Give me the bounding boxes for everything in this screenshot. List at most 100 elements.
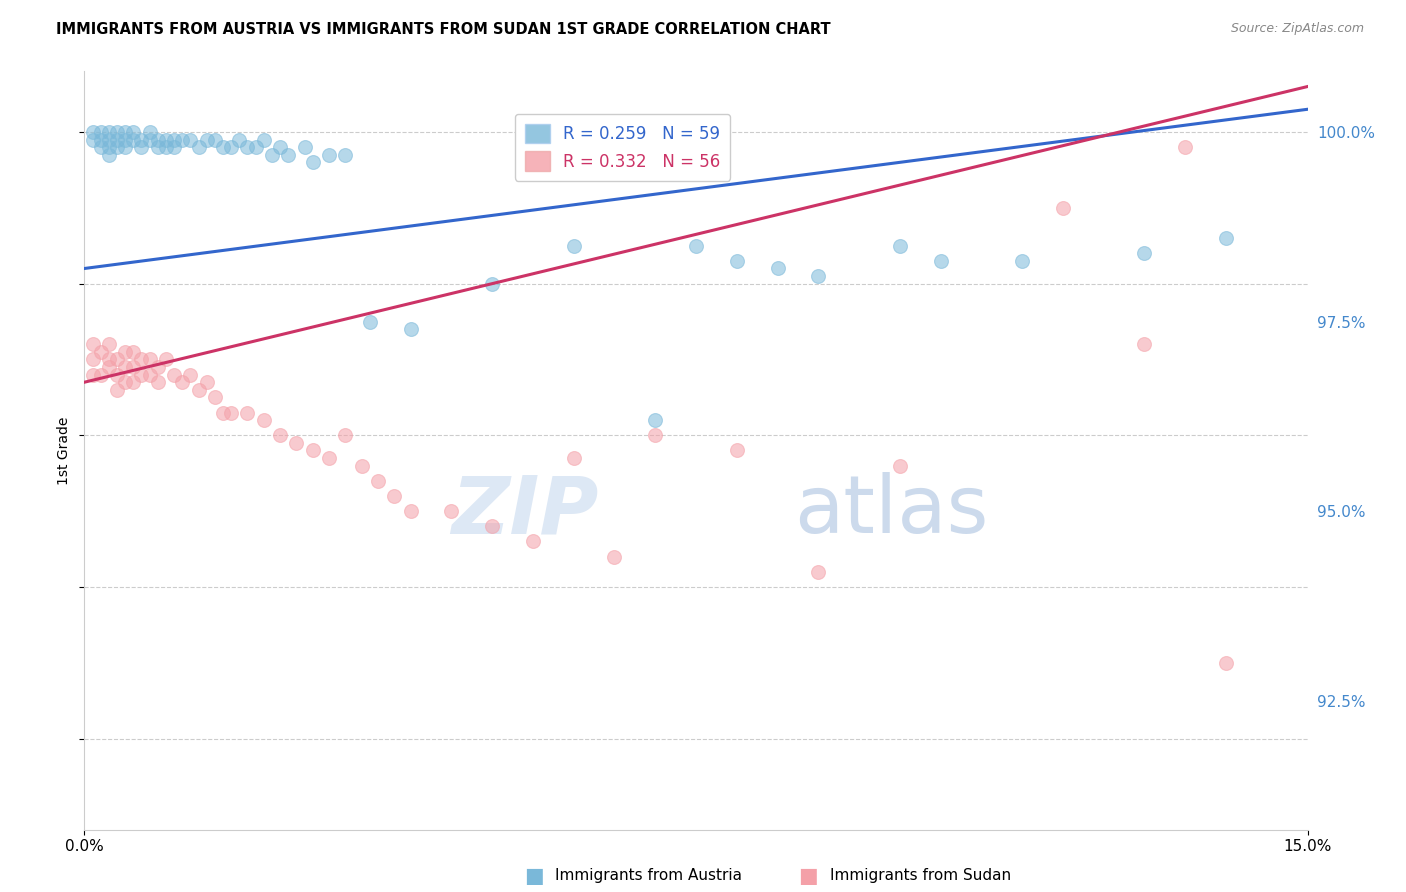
Point [359,315,381,329]
Point [481,519,503,533]
Point [285,436,308,450]
Point [253,413,276,427]
Point [82,368,104,382]
Point [889,239,911,253]
Text: ZIP: ZIP [451,472,598,550]
Point [131,140,153,154]
Point [350,458,373,473]
Point [399,322,422,336]
Point [725,254,748,268]
Point [245,140,267,154]
Point [219,140,242,154]
Point [1215,231,1237,245]
Point [179,368,201,382]
Point [269,140,291,154]
Point [131,133,153,147]
Point [318,451,340,466]
Point [138,352,160,367]
Point [105,140,128,154]
Point [301,443,323,458]
Text: Immigrants from Austria: Immigrants from Austria [555,869,742,883]
Point [212,406,235,420]
Point [114,345,136,359]
Text: ■: ■ [799,866,818,886]
Point [204,133,226,147]
Text: IMMIGRANTS FROM AUSTRIA VS IMMIGRANTS FROM SUDAN 1ST GRADE CORRELATION CHART: IMMIGRANTS FROM AUSTRIA VS IMMIGRANTS FR… [56,22,831,37]
Point [172,133,194,147]
Point [163,140,186,154]
Point [1133,246,1156,260]
Point [179,133,201,147]
Point [155,352,177,367]
Point [187,383,209,397]
Point [138,368,160,382]
Point [138,125,160,139]
Text: Immigrants from Sudan: Immigrants from Sudan [830,869,1011,883]
Point [367,474,389,488]
Point [90,345,112,359]
Point [807,269,830,284]
Point [399,504,422,518]
Point [522,534,544,549]
Point [1174,140,1197,154]
Point [889,458,911,473]
Point [90,133,112,147]
Point [195,376,218,390]
Point [114,360,136,375]
Point [440,504,463,518]
Point [146,140,169,154]
Point [725,443,748,458]
Point [97,148,120,162]
Point [90,140,112,154]
Point [97,125,120,139]
Point [131,368,153,382]
Point [766,261,789,276]
Point [187,140,209,154]
Point [562,239,585,253]
Point [105,383,128,397]
Point [644,413,666,427]
Point [277,148,299,162]
Point [105,125,128,139]
Point [236,140,259,154]
Point [318,148,340,162]
Point [644,428,666,442]
Point [212,140,235,154]
Point [301,155,323,169]
Text: ■: ■ [524,866,544,886]
Point [97,360,120,375]
Point [90,368,112,382]
Point [163,368,186,382]
Legend: R = 0.259   N = 59, R = 0.332   N = 56: R = 0.259 N = 59, R = 0.332 N = 56 [515,114,730,181]
Text: Source: ZipAtlas.com: Source: ZipAtlas.com [1230,22,1364,36]
Point [1215,656,1237,670]
Point [146,133,169,147]
Point [122,376,145,390]
Point [260,148,283,162]
Point [82,125,104,139]
Point [114,140,136,154]
Point [97,337,120,351]
Point [97,133,120,147]
Point [163,133,186,147]
Point [155,140,177,154]
Point [481,277,503,291]
Point [253,133,276,147]
Point [685,239,707,253]
Point [1011,254,1033,268]
Point [929,254,952,268]
Point [114,376,136,390]
Point [97,140,120,154]
Point [155,133,177,147]
Point [269,428,291,442]
Point [294,140,316,154]
Point [97,352,120,367]
Point [138,133,160,147]
Point [219,406,242,420]
Point [228,133,250,147]
Point [82,133,104,147]
Point [1133,337,1156,351]
Point [382,489,405,503]
Text: atlas: atlas [794,472,988,550]
Point [146,376,169,390]
